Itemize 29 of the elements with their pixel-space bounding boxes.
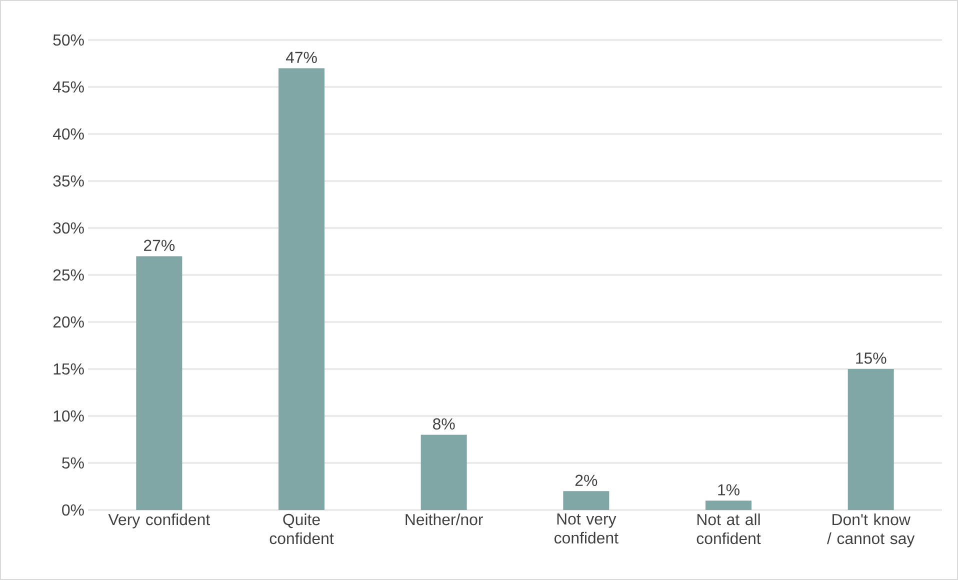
- data-label: 1%: [718, 484, 740, 496]
- bar: [848, 368, 894, 510]
- bar: [136, 256, 182, 510]
- y-tick-label: 45%: [52, 81, 84, 93]
- y-tick-label: 30%: [53, 222, 84, 234]
- data-label: 47%: [286, 52, 317, 63]
- data-label: 27%: [144, 240, 175, 251]
- x-tick-label: Not at all confident: [696, 514, 761, 544]
- y-tick-label: 10%: [54, 410, 84, 422]
- y-tick-label: 35%: [53, 175, 84, 187]
- data-label: 8%: [433, 418, 455, 430]
- y-tick-label: 50%: [53, 34, 84, 46]
- bar: [706, 500, 752, 510]
- x-tick-label: Quite confident: [270, 514, 334, 544]
- data-label: 15%: [856, 352, 886, 364]
- y-tick-label: 15%: [54, 363, 84, 375]
- y-tick-label: 0%: [62, 504, 84, 516]
- x-tick-label: Don't know / cannot say: [826, 514, 915, 548]
- bar: [420, 434, 467, 510]
- y-tick-label: 25%: [53, 269, 84, 281]
- data-label: 2%: [575, 474, 598, 486]
- y-tick-label: 20%: [53, 316, 84, 328]
- x-tick-label: Not very confident: [554, 514, 618, 544]
- bar: [278, 68, 325, 510]
- x-tick-label: Very confident: [108, 514, 210, 528]
- bar: [563, 491, 610, 510]
- y-tick-label: 5%: [62, 457, 84, 469]
- x-tick-label: Neither/nor: [406, 514, 483, 526]
- y-tick-label: 40%: [52, 128, 84, 140]
